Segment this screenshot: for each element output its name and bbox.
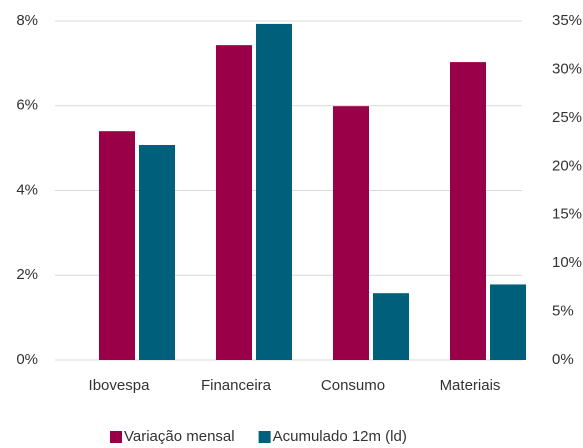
bar xyxy=(373,293,409,360)
bar xyxy=(139,144,175,360)
x-tick-label: Financeira xyxy=(201,377,272,394)
y2-tick-label: 30% xyxy=(552,60,582,77)
bar xyxy=(99,131,135,360)
x-tick-label: Consumo xyxy=(321,377,385,394)
y-tick-label: 4% xyxy=(16,181,38,198)
x-tick-label: Ibovespa xyxy=(89,377,151,394)
bar xyxy=(333,106,369,360)
legend-swatch xyxy=(258,431,271,443)
legend-swatch xyxy=(110,431,122,443)
y2-tick-label: 10% xyxy=(552,254,582,271)
bar xyxy=(216,45,252,361)
bar xyxy=(490,284,526,360)
bar xyxy=(450,62,486,360)
y2-tick-label: 25% xyxy=(552,109,582,126)
bar xyxy=(256,23,292,361)
y2-tick-label: 5% xyxy=(552,303,574,320)
y-tick-label: 6% xyxy=(16,97,38,114)
x-tick-label: Materiais xyxy=(440,377,501,394)
y2-tick-label: 0% xyxy=(552,351,574,368)
y-tick-label: 8% xyxy=(16,12,38,29)
y2-tick-label: 20% xyxy=(552,157,582,174)
y-tick-label: 2% xyxy=(16,266,38,283)
legend-label: Acumulado 12m (ld) xyxy=(273,428,407,445)
legend-label: Variação mensal xyxy=(124,428,235,445)
y-tick-label: 0% xyxy=(16,351,38,368)
y2-tick-label: 35% xyxy=(552,12,582,29)
y2-tick-label: 15% xyxy=(552,206,582,223)
